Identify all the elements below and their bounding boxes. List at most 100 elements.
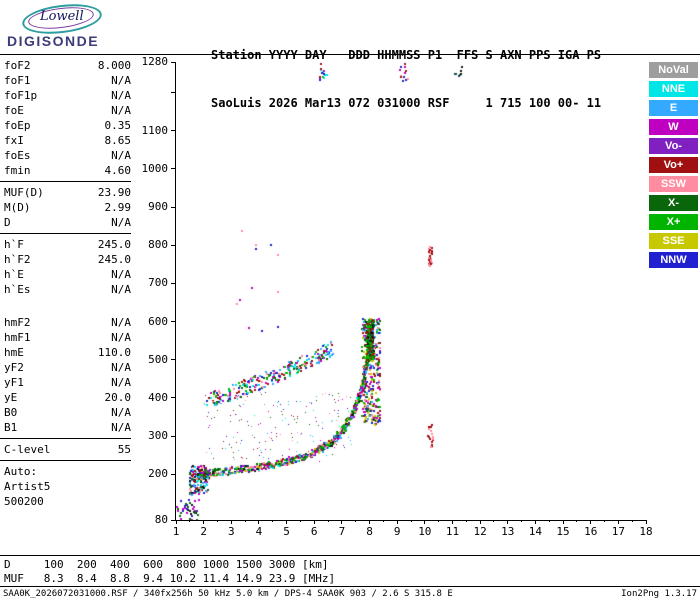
x-axis-minor-tick (548, 520, 550, 522)
param-row-b1: B1 N/A (4, 420, 131, 435)
x-axis-label: 13 (501, 525, 515, 538)
param-value: 8.000 (97, 59, 131, 72)
x-axis-minor-tick (604, 520, 606, 522)
x-axis-minor-tick (216, 520, 218, 522)
param-value: N/A (111, 74, 131, 87)
param-value: N/A (111, 283, 131, 296)
x-axis-label: 8 (366, 525, 373, 538)
x-axis-tick (341, 520, 343, 524)
param-label: C-level (4, 443, 51, 456)
param-value: N/A (111, 89, 131, 102)
y-axis-tick (171, 206, 175, 208)
param-row-yf2: yF2 N/A (4, 360, 131, 375)
x-axis-minor-tick (355, 520, 357, 522)
y-axis-tick (171, 61, 175, 63)
y-axis-label: 500 (148, 352, 168, 366)
legend-item-nne: NNE (649, 81, 698, 97)
x-axis-tick (590, 520, 592, 524)
param-row-hes: h`Es N/A (4, 282, 131, 297)
param-row-hmf2: hmF2 N/A (4, 315, 131, 330)
param-row-fof1: foF1 N/A (4, 73, 131, 88)
param-value: 55 (117, 443, 131, 456)
param-label: yF1 (4, 376, 24, 389)
param-label: M(D) (4, 201, 31, 214)
legend-item-x: X- (649, 195, 698, 211)
x-axis-minor-tick (465, 520, 467, 522)
y-axis-tick (171, 321, 175, 323)
param-label: Auto: (4, 465, 38, 478)
x-axis-minor-tick (576, 520, 578, 522)
param-label: D (4, 216, 11, 229)
x-axis-label: 1 (172, 525, 180, 538)
d-muf-table: D 100 200 400 600 800 1000 1500 3000 [km… (4, 558, 335, 586)
x-axis-tick (203, 520, 205, 524)
param-label: foEp (4, 119, 31, 132)
param-row-yf1: yF1 N/A (4, 375, 131, 390)
param-row-auto: Auto: (4, 464, 131, 479)
header-column-titles: Station YYYY DAY DDD HHMMSS P1 FFS S AXN… (211, 48, 602, 62)
param-value: 245.0 (97, 238, 131, 251)
param-group-divider (0, 181, 131, 182)
param-row-hf: h`F 245.0 (4, 237, 131, 252)
y-axis-tick (171, 92, 175, 94)
x-axis-tick (369, 520, 371, 524)
x-axis-minor-tick (299, 520, 301, 522)
legend-item-w: W (649, 119, 698, 135)
param-value: 8.65 (104, 134, 132, 147)
logo-lowell-text: Lowell (40, 9, 84, 24)
param-row-foep: foEp 0.35 (4, 118, 131, 133)
y-axis-label: 900 (148, 200, 168, 214)
param-value: 0.35 (104, 119, 132, 132)
x-axis-label: 18 (639, 525, 653, 538)
x-axis-minor-tick (272, 520, 274, 522)
param-value: 110.0 (97, 346, 131, 359)
echo-direction-legend: NoVal NNE E W Vo- Vo+ SSW X- X+ SSE NNW (649, 62, 698, 271)
status-divider (0, 586, 700, 587)
ionogram-plot: 1 2 3 4 5 6 7 8 9 10 11 12 13 14 15 16 17 18 1280 1100 1000 9… (142, 55, 653, 538)
y-axis-tick (171, 397, 175, 399)
param-row-md: M(D) 2.99 (4, 200, 131, 215)
x-axis-tick (562, 520, 564, 524)
param-row-foes: foEs N/A (4, 148, 131, 163)
x-axis-label: 14 (528, 525, 543, 538)
x-axis-label: 4 (255, 525, 263, 538)
y-axis-label: 1000 (141, 161, 169, 175)
y-axis-label: 400 (148, 390, 168, 404)
x-axis-minor-tick (244, 520, 246, 522)
param-value: N/A (111, 268, 131, 281)
x-axis-label: 5 (283, 525, 290, 538)
y-axis-tick (171, 473, 175, 475)
y-axis-tick (171, 435, 175, 437)
x-axis-minor-tick (438, 520, 440, 522)
x-axis-minor-tick (493, 520, 495, 522)
param-row-artist5: Artist5 (4, 479, 131, 494)
x-axis-tick (313, 520, 315, 524)
param-group-divider (0, 438, 131, 439)
param-value: N/A (111, 149, 131, 162)
param-label: foF2 (4, 59, 31, 72)
x-axis-minor-tick (189, 520, 191, 522)
param-row-fof2: foF2 8.000 (4, 58, 131, 73)
x-axis-label: 11 (445, 525, 460, 538)
legend-item-x: X+ (649, 214, 698, 230)
x-axis-tick (175, 520, 177, 524)
param-label: foE (4, 104, 24, 117)
x-axis-minor-tick (410, 520, 412, 522)
param-group-gap (4, 297, 131, 315)
param-row-fmin: fmin 4.60 (4, 163, 131, 178)
param-label: hmF1 (4, 331, 31, 344)
param-group-divider (0, 233, 131, 234)
param-row-mufd: MUF(D) 23.90 (4, 185, 131, 200)
param-label: hmF2 (4, 316, 31, 329)
header-divider (0, 54, 700, 55)
param-value: N/A (111, 216, 131, 229)
param-label: 500200 (4, 495, 44, 508)
param-row-b0: B0 N/A (4, 405, 131, 420)
y-axis-tick (171, 359, 175, 361)
x-axis-minor-tick (631, 520, 633, 522)
ionogram-scatter-canvas (176, 62, 646, 520)
param-row-hmf1: hmF1 N/A (4, 330, 131, 345)
param-label: foEs (4, 149, 31, 162)
param-label: fxI (4, 134, 24, 147)
x-axis-minor-tick (382, 520, 384, 522)
